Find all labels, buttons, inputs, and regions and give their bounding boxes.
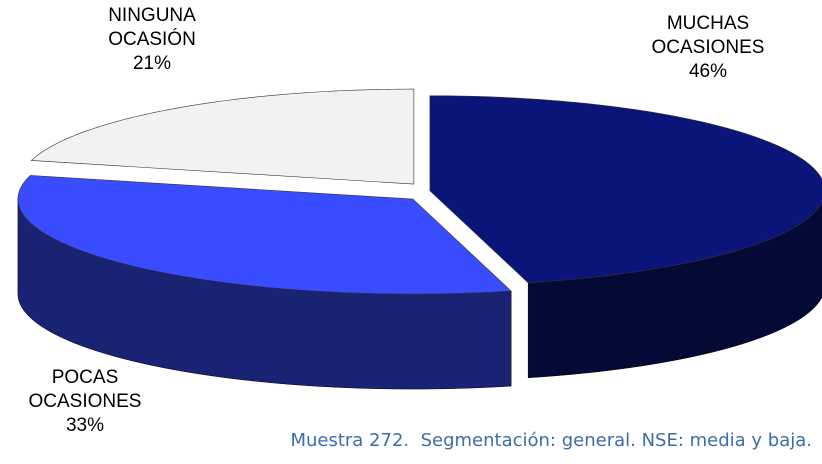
slice bbox=[30, 88, 415, 185]
value-label: 21% bbox=[132, 53, 172, 74]
category-label: POCAS OCASIONES bbox=[28, 367, 142, 412]
category-label: MUCHAS OCASIONES bbox=[651, 13, 765, 58]
slice-label: NINGUNA OCASIÓN 21% bbox=[77, 4, 227, 76]
note: Muestra 272. Segmentación: general. NSE:… bbox=[290, 430, 812, 451]
slice-label: POCAS OCASIONES 33% bbox=[10, 366, 160, 438]
value-label: 46% bbox=[688, 61, 728, 82]
value-label: 33% bbox=[65, 415, 105, 436]
category-label: NINGUNA OCASIÓN bbox=[108, 5, 196, 50]
slice-label: MUCHAS OCASIONES 46% bbox=[633, 12, 783, 84]
slice bbox=[17, 175, 512, 295]
